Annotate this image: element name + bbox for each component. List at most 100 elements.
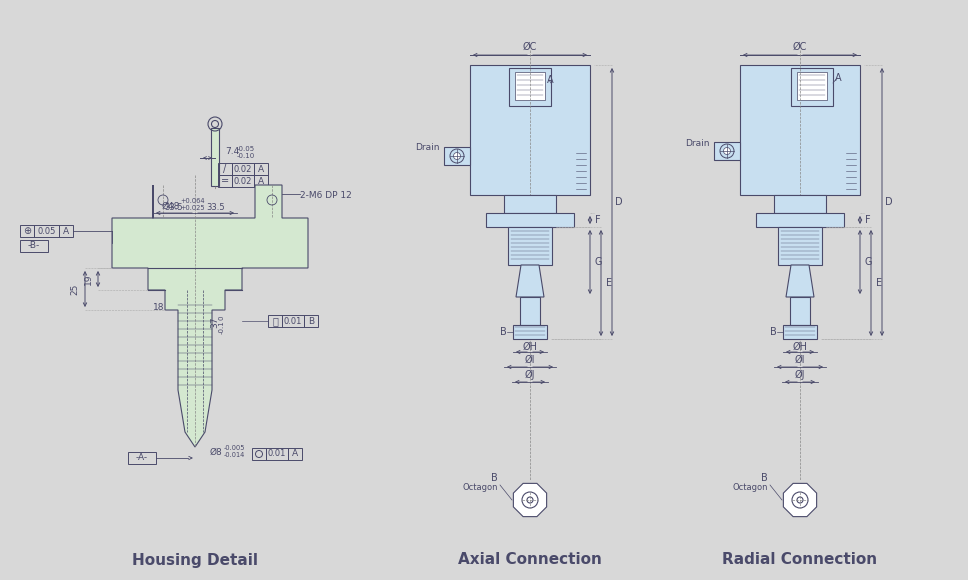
Text: 37: 37 bbox=[210, 316, 220, 328]
Text: Axial Connection: Axial Connection bbox=[458, 553, 602, 567]
Text: 2-M6 DP 12: 2-M6 DP 12 bbox=[300, 190, 351, 200]
Text: 33.5: 33.5 bbox=[207, 204, 226, 212]
Text: Drain: Drain bbox=[415, 143, 440, 153]
Bar bbox=[211, 128, 219, 186]
Text: Ø8: Ø8 bbox=[210, 448, 223, 456]
Text: 0.05: 0.05 bbox=[38, 227, 56, 235]
Bar bbox=[778, 227, 822, 265]
Bar bbox=[128, 452, 156, 464]
Text: 18: 18 bbox=[153, 303, 165, 313]
Text: -0.014: -0.014 bbox=[224, 452, 245, 458]
Bar bbox=[252, 448, 266, 460]
Bar bbox=[34, 225, 59, 237]
Circle shape bbox=[792, 492, 808, 508]
Bar bbox=[791, 68, 833, 106]
Text: +0.064: +0.064 bbox=[180, 198, 204, 204]
Text: Octagon: Octagon bbox=[463, 483, 498, 491]
Bar bbox=[268, 315, 282, 327]
Text: ⊕: ⊕ bbox=[23, 226, 31, 236]
Bar bbox=[20, 225, 34, 237]
Bar bbox=[218, 175, 232, 187]
Text: -A-: -A- bbox=[136, 454, 148, 462]
Text: 0.01: 0.01 bbox=[268, 450, 287, 459]
Bar bbox=[504, 195, 556, 213]
Bar bbox=[304, 315, 318, 327]
Text: =: = bbox=[221, 176, 229, 186]
Bar bbox=[515, 72, 545, 100]
Bar bbox=[282, 315, 304, 327]
Bar bbox=[20, 240, 48, 252]
Bar bbox=[513, 325, 547, 339]
Polygon shape bbox=[112, 185, 308, 447]
Circle shape bbox=[527, 497, 533, 503]
Text: B: B bbox=[761, 473, 768, 483]
Text: A: A bbox=[547, 75, 554, 85]
Bar bbox=[254, 163, 268, 175]
Bar bbox=[509, 68, 551, 106]
Text: ⟂: ⟂ bbox=[272, 316, 278, 326]
Bar bbox=[470, 65, 590, 195]
Polygon shape bbox=[513, 483, 547, 517]
Bar bbox=[486, 213, 574, 227]
Text: -0.05: -0.05 bbox=[237, 146, 256, 152]
Text: A: A bbox=[63, 227, 69, 235]
Bar bbox=[508, 227, 552, 265]
Text: Housing Detail: Housing Detail bbox=[132, 553, 258, 567]
Bar bbox=[218, 163, 232, 175]
Text: ØC: ØC bbox=[793, 42, 807, 52]
Bar bbox=[756, 213, 844, 227]
Polygon shape bbox=[786, 265, 814, 297]
Text: -0.1: -0.1 bbox=[219, 320, 225, 334]
Text: ØJ: ØJ bbox=[525, 370, 535, 380]
Text: Ø48: Ø48 bbox=[162, 201, 180, 211]
Text: ØH: ØH bbox=[523, 342, 537, 352]
Text: B: B bbox=[499, 327, 506, 337]
Bar bbox=[783, 325, 817, 339]
Text: D: D bbox=[616, 197, 622, 207]
Circle shape bbox=[797, 497, 803, 503]
Text: +0.025: +0.025 bbox=[180, 205, 204, 211]
Text: ØJ: ØJ bbox=[795, 370, 805, 380]
Text: 0.02: 0.02 bbox=[234, 176, 253, 186]
Text: Radial Connection: Radial Connection bbox=[722, 553, 878, 567]
Bar bbox=[774, 195, 826, 213]
Bar bbox=[520, 297, 540, 325]
Bar bbox=[790, 297, 810, 325]
Text: ØH: ØH bbox=[793, 342, 807, 352]
Circle shape bbox=[723, 147, 731, 154]
Text: 0: 0 bbox=[219, 316, 225, 320]
Text: A: A bbox=[257, 165, 264, 173]
Text: 19: 19 bbox=[83, 273, 93, 285]
Text: ØI: ØI bbox=[795, 355, 805, 365]
Text: F: F bbox=[865, 215, 871, 225]
Text: /: / bbox=[224, 164, 227, 174]
Text: F: F bbox=[595, 215, 601, 225]
Text: B: B bbox=[770, 327, 776, 337]
Text: -0.005: -0.005 bbox=[224, 445, 246, 451]
Bar bbox=[254, 175, 268, 187]
Polygon shape bbox=[516, 265, 544, 297]
Text: E: E bbox=[876, 278, 882, 288]
Circle shape bbox=[522, 492, 538, 508]
Text: Octagon: Octagon bbox=[733, 483, 768, 491]
Text: A: A bbox=[257, 176, 264, 186]
Bar bbox=[714, 142, 740, 160]
Text: -B-: -B- bbox=[28, 241, 40, 251]
Text: B: B bbox=[491, 473, 498, 483]
Bar bbox=[266, 448, 288, 460]
Text: D: D bbox=[885, 197, 892, 207]
Bar bbox=[232, 175, 254, 187]
Text: -0.10: -0.10 bbox=[237, 153, 256, 159]
Bar bbox=[232, 163, 254, 175]
Bar bbox=[740, 65, 860, 195]
Text: 7.4: 7.4 bbox=[225, 147, 239, 157]
Circle shape bbox=[453, 153, 461, 160]
Text: 0.02: 0.02 bbox=[234, 165, 253, 173]
Polygon shape bbox=[783, 483, 817, 517]
Bar bbox=[288, 448, 302, 460]
Text: ØI: ØI bbox=[525, 355, 535, 365]
Text: 25: 25 bbox=[71, 283, 79, 295]
Text: Drain: Drain bbox=[685, 139, 710, 147]
Text: B: B bbox=[308, 317, 314, 325]
Text: G: G bbox=[864, 257, 872, 267]
